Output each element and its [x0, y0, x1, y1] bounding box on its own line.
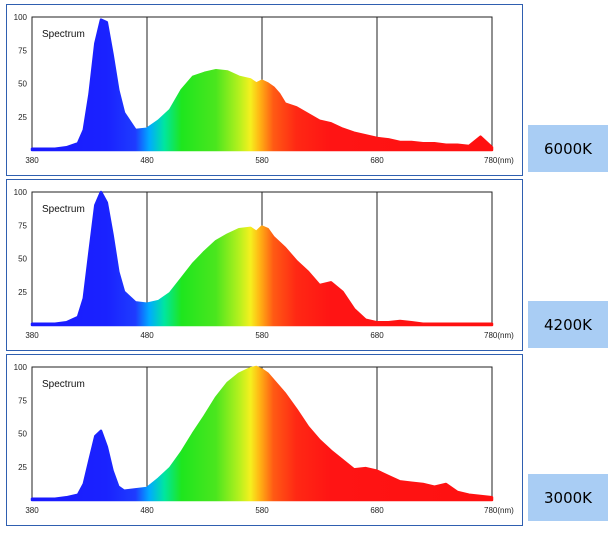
y-tick-label: 25 — [18, 463, 27, 472]
x-tick-label: 580 — [255, 331, 269, 340]
chart-title: Spectrum — [42, 204, 85, 215]
spectrum-panel-3000k: 25 50 75 100 380 480 580 680 780(nm) Spectrum — [6, 354, 523, 526]
x-tick-label: 380 — [25, 331, 39, 340]
chart-title: Spectrum — [42, 29, 85, 40]
x-tick-label: 780(nm) — [484, 331, 514, 340]
cct-badge-3000k: 3000K — [528, 474, 608, 521]
cct-badge-6000k: 6000K — [528, 125, 608, 172]
x-tick-label: 680 — [370, 506, 384, 515]
spectrum-panel-6000k: 25 50 75 100 380 480 580 680 780(nm) Spectrum — [6, 4, 523, 176]
y-tick-label: 75 — [18, 396, 27, 405]
spectrum-area — [30, 365, 494, 502]
spectrum-chart: 25 50 75 100 380 480 580 680 780(nm) Spectrum — [14, 363, 514, 515]
chart-title: Spectrum — [42, 379, 85, 390]
x-tick-label: 680 — [370, 331, 384, 340]
x-tick-label: 780(nm) — [484, 506, 514, 515]
x-tick-label: 380 — [25, 156, 39, 165]
y-tick-label: 50 — [18, 255, 27, 264]
x-tick-label: 580 — [255, 156, 269, 165]
y-tick-label: 25 — [18, 113, 27, 122]
x-tick-label: 480 — [140, 506, 154, 515]
x-tick-label: 780(nm) — [484, 156, 514, 165]
y-tick-label: 100 — [14, 363, 28, 372]
y-tick-label: 50 — [18, 430, 27, 439]
y-tick-label: 100 — [14, 13, 28, 22]
x-tick-label: 480 — [140, 331, 154, 340]
x-tick-label: 580 — [255, 506, 269, 515]
spectrum-panel-4200k: 25 50 75 100 380 480 580 680 780(nm) Spectrum — [6, 179, 523, 351]
y-tick-label: 100 — [14, 188, 28, 197]
y-tick-label: 50 — [18, 80, 27, 89]
spectrum-area — [30, 190, 494, 327]
x-tick-label: 380 — [25, 506, 39, 515]
y-tick-label: 25 — [18, 288, 27, 297]
x-tick-label: 680 — [370, 156, 384, 165]
spectrum-chart: 25 50 75 100 380 480 580 680 780(nm) Spectrum — [14, 188, 514, 340]
spectrum-chart: 25 50 75 100 380 480 580 680 780(nm) Spectrum — [14, 13, 514, 165]
spectrum-area — [30, 18, 494, 152]
cct-badge-4200k: 4200K — [528, 301, 608, 348]
y-tick-label: 75 — [18, 221, 27, 230]
y-tick-label: 75 — [18, 46, 27, 55]
x-tick-label: 480 — [140, 156, 154, 165]
